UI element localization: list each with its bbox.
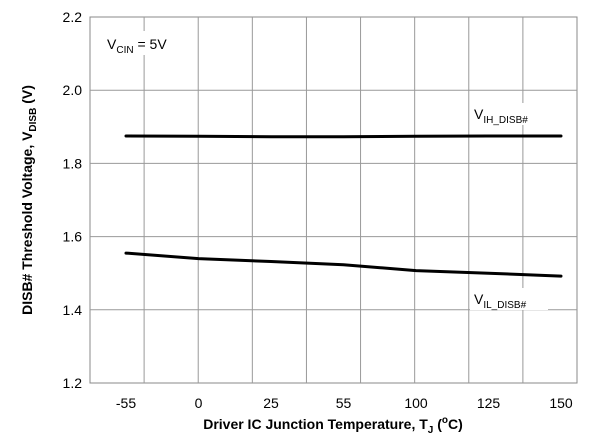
series-label-box-ih <box>470 103 548 125</box>
y-tick-label: 2.0 <box>63 82 83 98</box>
x-tick-label: 150 <box>549 395 573 411</box>
y-tick-label: 1.6 <box>63 229 83 245</box>
annotation-box <box>103 31 183 55</box>
x-tick-label: 0 <box>195 395 203 411</box>
y-tick-label: 1.4 <box>63 302 83 318</box>
tick-labels: 1.2 1.4 1.6 1.8 2.0 2.2 -55 0 25 55 100 125 150 <box>63 9 573 411</box>
y-tick-label: 1.2 <box>63 375 83 391</box>
x-tick-label: 55 <box>336 395 352 411</box>
series-lines <box>124 134 563 278</box>
series-label-box-il <box>470 288 548 310</box>
grid <box>90 17 577 383</box>
plot-area <box>89 16 578 384</box>
series-label-ih: VIH_DISB# <box>474 106 528 126</box>
series-line-vih <box>124 134 563 139</box>
x-tick-label: -55 <box>116 395 136 411</box>
vcin-annotation: VCIN = 5V <box>107 36 167 56</box>
x-tick-label: 25 <box>263 395 279 411</box>
x-tick-label: 100 <box>404 395 428 411</box>
x-axis-title: Driver IC Junction Temperature, TJ (oC) <box>203 415 463 436</box>
series-label-il: VIL_DISB# <box>474 291 527 311</box>
x-tick-label: 125 <box>477 395 501 411</box>
series-line-vil <box>124 251 563 278</box>
y-axis-title: DISB# Threshold Voltage, VDISB (V) <box>19 85 39 315</box>
y-tick-label: 1.8 <box>63 155 83 171</box>
y-tick-label: 2.2 <box>63 9 83 25</box>
